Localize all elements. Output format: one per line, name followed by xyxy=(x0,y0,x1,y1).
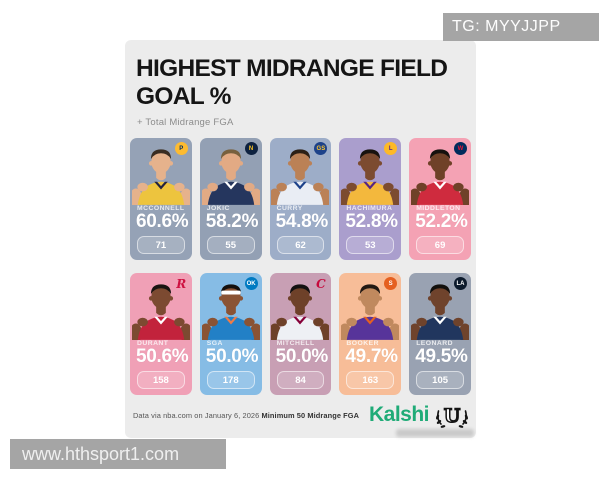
player-card: S BOOKER 49.7% 163 xyxy=(339,273,402,396)
player-name: DURANT xyxy=(137,339,169,347)
player-card: OK SGA 50.0% 178 xyxy=(199,273,262,396)
illegible-watermark xyxy=(396,429,474,437)
minimum-fga-text: Minimum 50 Midrange FGA xyxy=(261,410,360,420)
player-headshot xyxy=(341,149,400,206)
midrange-fg-pct: 54.8% xyxy=(275,211,329,233)
u-letter: U xyxy=(444,405,461,427)
midrange-fg-pct: 58.2% xyxy=(205,211,259,233)
player-name: CURRY xyxy=(276,204,303,212)
fga-chip: 84 xyxy=(276,371,325,390)
fga-chip: 69 xyxy=(416,236,464,255)
fga-chip: 71 xyxy=(137,236,185,255)
midrange-fg-pct: 60.6% xyxy=(136,211,189,233)
player-card: P MCCONNELL 60.6% 71 xyxy=(130,138,192,261)
team-logo-icon-cavaliers: C xyxy=(316,276,326,291)
player-name: BOOKER xyxy=(346,339,379,347)
team-logo-icon-thunder: OK xyxy=(244,277,258,291)
footer: Data via nba.com on January 6, 2026 Mini… xyxy=(133,398,474,437)
midrange-fg-pct: 50.0% xyxy=(205,346,259,368)
fga-chip: 53 xyxy=(346,236,395,255)
players-grid: P MCCONNELL 60.6% 71 N xyxy=(130,138,471,396)
fga-chip: 55 xyxy=(206,236,255,255)
player-headshot xyxy=(411,149,470,206)
fga-chip: 163 xyxy=(346,371,395,390)
page-title: HIGHEST MIDRANGE FIELD GOAL % xyxy=(136,55,466,110)
player-headshot xyxy=(271,149,330,206)
fga-value: 163 xyxy=(362,374,379,386)
midrange-fg-pct: 52.2% xyxy=(415,211,468,233)
player-name: MITCHELL xyxy=(276,339,315,347)
midrange-fg-pct: 52.8% xyxy=(345,211,398,233)
player-name: MCCONNELL xyxy=(137,204,185,212)
team-logo-icon-lakers: L xyxy=(384,142,398,156)
team-logo-icon-clippers: LA xyxy=(453,277,467,291)
team-logo-icon-suns: S xyxy=(384,277,398,291)
player-card: R DURANT 50.6% 158 xyxy=(130,273,192,396)
data-source-note: Data via nba.com on January 6, 2026 Mini… xyxy=(133,411,359,420)
player-card: LA LEONARD 49.5% 105 xyxy=(409,273,471,396)
player-headshot xyxy=(201,284,260,341)
player-card: N JOKIC 58.2% 55 xyxy=(199,138,262,261)
subtitle: + Total Midrange FGA xyxy=(137,117,234,129)
team-logo-icon-nuggets: N xyxy=(244,142,258,156)
player-headshot xyxy=(411,284,470,341)
fga-chip: 105 xyxy=(416,371,464,390)
midrange-fg-pct: 50.0% xyxy=(275,346,329,368)
team-logo-icon-pacers: P xyxy=(174,142,188,156)
fga-value: 69 xyxy=(434,239,446,251)
team-logo-icon-wizards: W xyxy=(453,142,467,156)
player-name: HACHIMURA xyxy=(346,204,393,212)
fga-chip: 178 xyxy=(206,371,255,390)
website-watermark-badge: www.hthsport1.com xyxy=(10,439,226,469)
main-panel: HIGHEST MIDRANGE FIELD GOAL % + Total Mid… xyxy=(125,40,476,438)
fga-chip: 62 xyxy=(276,236,325,255)
player-name: LEONARD xyxy=(416,339,453,347)
fga-value: 158 xyxy=(152,374,169,386)
data-source-text: Data via nba.com on January 6, 2026 xyxy=(133,410,260,420)
player-card: W MIDDLETON 52.2% 69 xyxy=(409,138,471,261)
player-card: L HACHIMURA 52.8% 53 xyxy=(339,138,402,261)
fga-value: 62 xyxy=(295,239,306,251)
fga-value: 178 xyxy=(222,374,239,386)
player-headshot xyxy=(131,149,190,206)
player-name: MIDDLETON xyxy=(416,204,461,212)
fga-chip: 158 xyxy=(137,371,185,390)
fga-value: 71 xyxy=(155,239,167,251)
kalshi-logo: Kalshi xyxy=(368,403,430,426)
laurel-u-logo-icon: U xyxy=(436,404,468,428)
title-line-2: GOAL % xyxy=(136,82,231,110)
player-card: GS CURRY 54.8% 62 xyxy=(269,138,332,261)
team-logo-icon-warriors: GS xyxy=(314,142,328,156)
player-name: SGA xyxy=(206,339,223,347)
fga-value: 105 xyxy=(432,374,449,386)
player-headshot xyxy=(201,149,260,206)
team-logo-icon-rockets: R xyxy=(176,276,187,291)
player-headshot xyxy=(271,284,330,341)
fga-value: 53 xyxy=(365,239,376,251)
title-line-1: HIGHEST MIDRANGE FIELD xyxy=(136,55,448,82)
player-card: C MITCHELL 50.0% 84 xyxy=(269,273,332,396)
fga-value: 55 xyxy=(225,239,236,251)
midrange-fg-pct: 50.6% xyxy=(136,346,189,368)
brand-row: Kalshi U xyxy=(368,400,474,437)
midrange-fg-pct: 49.7% xyxy=(345,346,398,368)
player-headshot xyxy=(341,284,400,341)
midrange-fg-pct: 49.5% xyxy=(415,346,468,368)
player-name: JOKIC xyxy=(206,204,230,212)
player-headshot xyxy=(131,284,190,341)
telegram-handle-badge: TG: MYYJJPP xyxy=(443,13,599,41)
fga-value: 84 xyxy=(295,374,306,386)
